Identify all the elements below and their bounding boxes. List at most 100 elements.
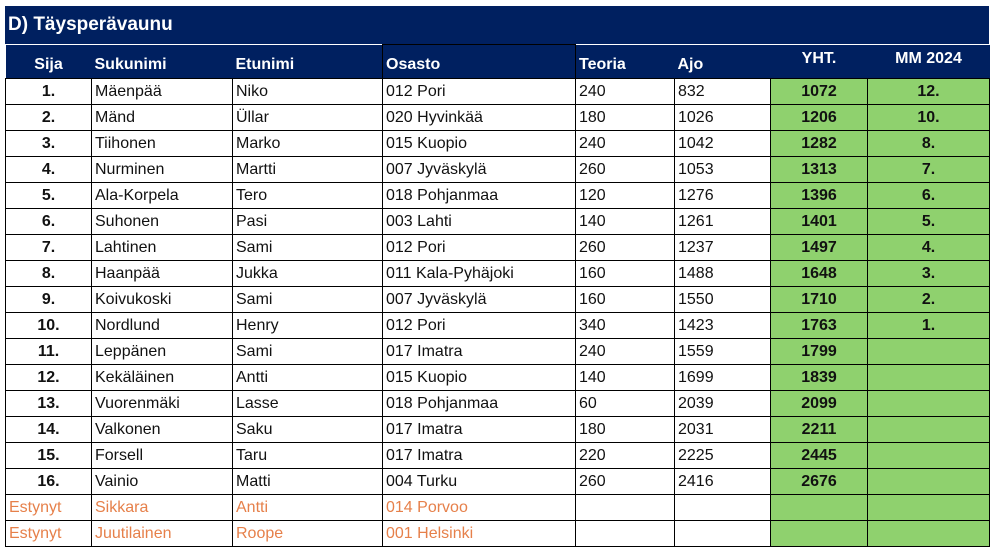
- cell-teoria[interactable]: 260: [575, 156, 675, 183]
- cell-etunimi[interactable]: Niko: [232, 78, 383, 105]
- cell-etunimi[interactable]: Taru: [232, 442, 383, 469]
- cell-osasto[interactable]: 018 Pohjanmaa: [382, 182, 576, 209]
- cell-ajo[interactable]: [674, 520, 771, 547]
- cell-sija[interactable]: 11.: [5, 338, 92, 365]
- cell-teoria[interactable]: 220: [575, 442, 675, 469]
- cell-ajo[interactable]: 832: [674, 78, 771, 105]
- cell-mm-2024[interactable]: 6.: [867, 182, 990, 209]
- cell-sukunimi[interactable]: Koivukoski: [91, 286, 233, 313]
- cell-osasto[interactable]: 015 Kuopio: [382, 130, 576, 157]
- cell-osasto[interactable]: 017 Imatra: [382, 338, 576, 365]
- cell-ajo[interactable]: 1237: [674, 234, 771, 261]
- cell-sukunimi[interactable]: Mäenpää: [91, 78, 233, 105]
- cell-ajo[interactable]: 1423: [674, 312, 771, 339]
- cell-mm-2024[interactable]: [867, 416, 990, 443]
- cell-sija[interactable]: 4.: [5, 156, 92, 183]
- cell-teoria[interactable]: [575, 494, 675, 521]
- cell-mm-2024[interactable]: [867, 494, 990, 521]
- cell-sukunimi[interactable]: Nurminen: [91, 156, 233, 183]
- cell-mm-2024[interactable]: 12.: [867, 78, 990, 105]
- cell-teoria[interactable]: 180: [575, 416, 675, 443]
- cell-sukunimi[interactable]: Kekäläinen: [91, 364, 233, 391]
- cell-sukunimi[interactable]: Valkonen: [91, 416, 233, 443]
- cell-etunimi[interactable]: Sami: [232, 338, 383, 365]
- cell-sukunimi[interactable]: Vainio: [91, 468, 233, 495]
- cell-teoria[interactable]: 340: [575, 312, 675, 339]
- cell-mm-2024[interactable]: [867, 520, 990, 547]
- cell-osasto[interactable]: 012 Pori: [382, 78, 576, 105]
- cell-mm-2024[interactable]: 10.: [867, 104, 990, 131]
- cell-mm-2024[interactable]: 1.: [867, 312, 990, 339]
- cell-sija[interactable]: 16.: [5, 468, 92, 495]
- cell-sija[interactable]: 14.: [5, 416, 92, 443]
- cell-yht[interactable]: 1497: [770, 234, 868, 261]
- cell-teoria[interactable]: 240: [575, 338, 675, 365]
- cell-sukunimi[interactable]: Leppänen: [91, 338, 233, 365]
- cell-teoria[interactable]: 180: [575, 104, 675, 131]
- cell-yht[interactable]: 1282: [770, 130, 868, 157]
- cell-yht[interactable]: 1799: [770, 338, 868, 365]
- cell-etunimi[interactable]: Antti: [232, 364, 383, 391]
- cell-etunimi[interactable]: Jukka: [232, 260, 383, 287]
- cell-etunimi[interactable]: Martti: [232, 156, 383, 183]
- cell-etunimi[interactable]: Matti: [232, 468, 383, 495]
- cell-mm-2024[interactable]: [867, 442, 990, 469]
- cell-mm-2024[interactable]: [867, 390, 990, 417]
- cell-yht[interactable]: 1839: [770, 364, 868, 391]
- cell-osasto[interactable]: 014 Porvoo: [382, 494, 576, 521]
- cell-osasto[interactable]: 011 Kala-Pyhäjoki: [382, 260, 576, 287]
- cell-etunimi[interactable]: Üllar: [232, 104, 383, 131]
- cell-yht[interactable]: [770, 494, 868, 521]
- cell-mm-2024[interactable]: [867, 364, 990, 391]
- cell-teoria[interactable]: 240: [575, 78, 675, 105]
- cell-teoria[interactable]: [575, 520, 675, 547]
- cell-sija[interactable]: 2.: [5, 104, 92, 131]
- cell-ajo[interactable]: 2416: [674, 468, 771, 495]
- cell-yht[interactable]: 2676: [770, 468, 868, 495]
- cell-osasto[interactable]: 018 Pohjanmaa: [382, 390, 576, 417]
- cell-etunimi[interactable]: Antti: [232, 494, 383, 521]
- cell-osasto[interactable]: 001 Helsinki: [382, 520, 576, 547]
- cell-mm-2024[interactable]: 2.: [867, 286, 990, 313]
- cell-mm-2024[interactable]: 5.: [867, 208, 990, 235]
- cell-sija[interactable]: 3.: [5, 130, 92, 157]
- cell-yht[interactable]: 1648: [770, 260, 868, 287]
- cell-sukunimi[interactable]: Tiihonen: [91, 130, 233, 157]
- cell-sukunimi[interactable]: Mänd: [91, 104, 233, 131]
- cell-mm-2024[interactable]: 4.: [867, 234, 990, 261]
- cell-ajo[interactable]: 1699: [674, 364, 771, 391]
- cell-ajo[interactable]: 1488: [674, 260, 771, 287]
- cell-ajo[interactable]: 2039: [674, 390, 771, 417]
- cell-osasto[interactable]: 007 Jyväskylä: [382, 156, 576, 183]
- cell-yht[interactable]: 1710: [770, 286, 868, 313]
- cell-sija[interactable]: 7.: [5, 234, 92, 261]
- cell-yht[interactable]: 1072: [770, 78, 868, 105]
- cell-osasto[interactable]: 017 Imatra: [382, 416, 576, 443]
- cell-ajo[interactable]: 1261: [674, 208, 771, 235]
- cell-osasto[interactable]: 003 Lahti: [382, 208, 576, 235]
- cell-ajo[interactable]: 1559: [674, 338, 771, 365]
- cell-sija[interactable]: Estynyt: [5, 520, 92, 547]
- cell-ajo[interactable]: 1550: [674, 286, 771, 313]
- cell-sija[interactable]: 15.: [5, 442, 92, 469]
- cell-osasto[interactable]: 020 Hyvinkää: [382, 104, 576, 131]
- cell-yht[interactable]: 2445: [770, 442, 868, 469]
- cell-yht[interactable]: 1401: [770, 208, 868, 235]
- cell-sija[interactable]: 5.: [5, 182, 92, 209]
- cell-etunimi[interactable]: Sami: [232, 234, 383, 261]
- cell-mm-2024[interactable]: 8.: [867, 130, 990, 157]
- cell-teoria[interactable]: 260: [575, 234, 675, 261]
- cell-sukunimi[interactable]: Juutilainen: [91, 520, 233, 547]
- cell-teoria[interactable]: 160: [575, 260, 675, 287]
- cell-osasto[interactable]: 012 Pori: [382, 312, 576, 339]
- cell-sija[interactable]: 1.: [5, 78, 92, 105]
- cell-teoria[interactable]: 120: [575, 182, 675, 209]
- cell-teoria[interactable]: 140: [575, 208, 675, 235]
- cell-yht[interactable]: 1313: [770, 156, 868, 183]
- cell-ajo[interactable]: 1026: [674, 104, 771, 131]
- cell-ajo[interactable]: [674, 494, 771, 521]
- cell-sukunimi[interactable]: Haanpää: [91, 260, 233, 287]
- cell-etunimi[interactable]: Marko: [232, 130, 383, 157]
- cell-sija[interactable]: 10.: [5, 312, 92, 339]
- cell-yht[interactable]: 2211: [770, 416, 868, 443]
